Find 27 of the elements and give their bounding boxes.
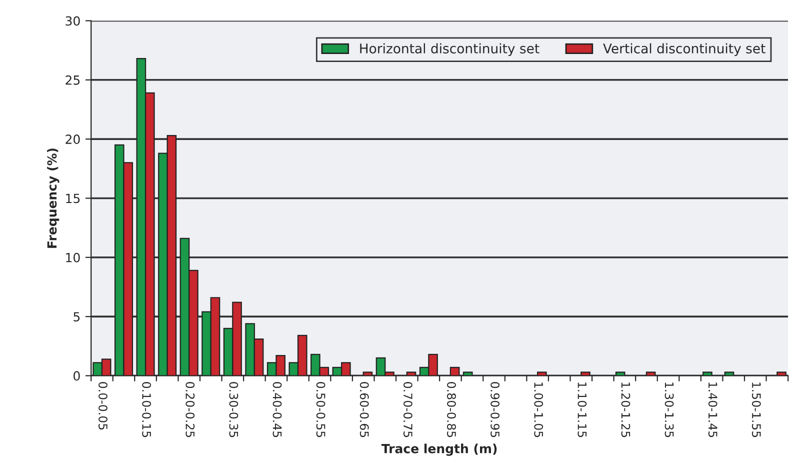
x-tick-label: 1.40-1.45 bbox=[708, 382, 718, 438]
x-tick-label: 0.50-0.55 bbox=[316, 382, 326, 438]
y-tick-label: 0 bbox=[74, 371, 80, 381]
y-axis-title: Frequency (%) bbox=[47, 148, 60, 248]
y-tick-label: 20 bbox=[66, 134, 80, 144]
y-tick-label: 5 bbox=[74, 312, 80, 322]
x-tick-label: 0.40-0.45 bbox=[272, 382, 282, 438]
x-tick-label: 0.60-0.65 bbox=[360, 382, 369, 438]
x-tick-label: 0.90-0.95 bbox=[490, 382, 500, 438]
x-tick-label: 1.10-1.15 bbox=[578, 382, 587, 438]
x-tick-label: 0.30-0.35 bbox=[229, 382, 238, 438]
x-tick-label: 0.20-0.25 bbox=[186, 382, 195, 438]
x-tick-label: 1.20-1.25 bbox=[621, 382, 630, 438]
legend-label: Vertical discontinuity set bbox=[603, 43, 766, 56]
y-tick-label: 30 bbox=[66, 16, 80, 26]
y-tick-label: 15 bbox=[66, 194, 80, 204]
x-tick-label: 1.00-1.05 bbox=[534, 382, 544, 438]
x-tick-label: 0.0-0.05 bbox=[98, 382, 108, 430]
legend-label: Horizontal discontinuity set bbox=[360, 43, 540, 56]
y-tick-label: 10 bbox=[66, 252, 80, 262]
x-tick-label: 1.30-1.35 bbox=[664, 382, 674, 438]
y-tick-label: 25 bbox=[66, 75, 80, 85]
x-tick-label: 0.70-0.75 bbox=[403, 382, 412, 438]
x-tick-label: 0.80-0.85 bbox=[447, 382, 456, 438]
x-tick-label: 0.10-0.15 bbox=[142, 382, 152, 438]
x-tick-label: 1.50-1.55 bbox=[752, 382, 761, 438]
x-axis-title: Trace length (m) bbox=[381, 444, 497, 456]
